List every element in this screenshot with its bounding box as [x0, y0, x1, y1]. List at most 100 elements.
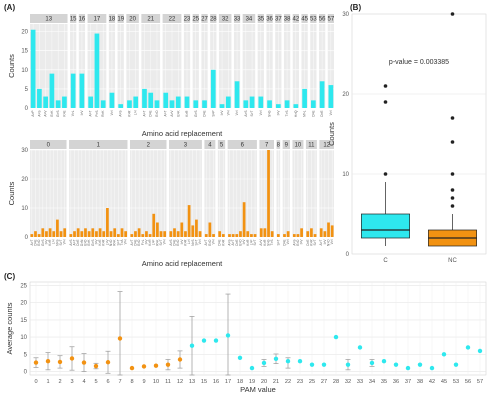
- facet-panel: [242, 24, 256, 108]
- point-pam-23: [297, 359, 303, 364]
- point-pam-22: [285, 359, 291, 364]
- facet-strip-label: 5: [220, 143, 224, 149]
- bar-13-A>V: [43, 96, 48, 108]
- x-tick-label: K>R: [263, 239, 267, 246]
- bar-25-G>S: [193, 100, 199, 108]
- y-tick-label: 0: [346, 252, 350, 258]
- facet-strip: [169, 140, 202, 149]
- facet-panel: [217, 150, 226, 237]
- y-tick-label: 25: [20, 283, 27, 289]
- outlier-NC: [450, 204, 455, 208]
- x-tick-label: T>S: [270, 240, 274, 246]
- point-pam-12: [177, 357, 183, 362]
- bar-2-L>F: [152, 213, 156, 237]
- bar-3-A>S: [169, 231, 173, 237]
- bar-3-D>E: [173, 228, 176, 237]
- bar-1-R>K: [113, 228, 117, 237]
- x-tick-label: L>F: [152, 239, 156, 245]
- facet-strip: [292, 140, 304, 149]
- bar-0-D>E: [34, 231, 37, 237]
- x-tick-label: 53: [453, 379, 459, 385]
- bar-6-A>T: [231, 234, 235, 237]
- x-tick-label: V>I: [259, 110, 263, 115]
- facet-strip: [292, 14, 299, 23]
- facet-strip: [318, 14, 326, 23]
- x-tick-label: A>T: [73, 239, 77, 245]
- x-tick-label: R>K: [113, 239, 117, 246]
- bar-1-E>D: [84, 228, 87, 237]
- x-tick-label: V>I: [198, 239, 202, 244]
- x-tick-label: A>T: [30, 239, 34, 245]
- x-tick-label: 37: [405, 379, 411, 385]
- facet-strip-label: 37: [275, 17, 282, 23]
- bar-2-K>R: [148, 234, 152, 237]
- facet-strip-label: 8: [277, 143, 281, 149]
- x-tick-label: V>I: [110, 110, 114, 115]
- x-tick-label: 19: [249, 379, 255, 385]
- bar-3-E>D: [176, 231, 180, 237]
- bar-6-K>R: [246, 231, 250, 237]
- facet-strip: [204, 140, 216, 149]
- facet-strip: [183, 14, 191, 23]
- bar-4-V>I: [212, 234, 215, 237]
- x-tick-label: D>E: [149, 111, 153, 117]
- point-pam-16: [213, 338, 219, 343]
- facet-strip: [70, 14, 77, 23]
- x-tick-label: 4: [82, 379, 85, 385]
- x-tick-label: I>V: [323, 239, 327, 245]
- x-tick-label: V>I: [226, 110, 230, 115]
- facet-strip-label: 53: [310, 17, 317, 23]
- facet-strip-label: 7: [265, 143, 269, 149]
- bar-9-V>I: [286, 231, 290, 237]
- plot-area: [29, 281, 487, 376]
- bar-56-D>E: [319, 81, 325, 108]
- x-tick-label: K>R: [309, 239, 313, 246]
- x-tick-label: 38: [417, 379, 423, 385]
- panel-label-B: (B): [350, 3, 361, 12]
- x-tick-label: 20: [261, 379, 267, 385]
- facet-strip-label: 10: [295, 143, 302, 149]
- x-tick-label: K>R: [102, 239, 106, 246]
- x-tick-label: L>I: [187, 239, 191, 244]
- bar-3-V>I: [198, 231, 202, 237]
- facet-strip: [162, 14, 182, 23]
- facet-strip-label: 2: [147, 143, 151, 149]
- point-pam-15: [201, 338, 207, 343]
- point-pam-18: [237, 355, 243, 360]
- point-pam-38: [417, 362, 423, 367]
- x-tick-label: A>V: [259, 239, 263, 246]
- point-pam-6: [105, 360, 111, 365]
- x-tick-label: 21: [273, 379, 279, 385]
- x-tick-label: K>E: [98, 240, 102, 246]
- x-tick-label: K>R: [148, 239, 152, 246]
- panel-label-C: (C): [4, 272, 15, 281]
- x-tick-label: A>T: [204, 239, 208, 245]
- bar-3-I>V: [180, 222, 184, 237]
- facet-strip-label: 19: [117, 17, 124, 23]
- x-tick-label: A>S: [119, 111, 123, 117]
- bar-2-R>K: [156, 222, 159, 237]
- x-tick-label: 10: [153, 379, 159, 385]
- facet-strip-label: 34: [246, 17, 253, 23]
- x-tick-label: S>T: [59, 239, 63, 245]
- x-tick-label: D>E: [133, 240, 137, 246]
- bar-12-V>I: [330, 225, 334, 237]
- x-tick-label: R>K: [155, 239, 159, 246]
- x-tick-label: L>F: [249, 239, 253, 245]
- bar-21-D>E: [148, 92, 154, 108]
- y-axis-title: Counts: [7, 54, 16, 78]
- bar-18-V>I: [109, 92, 115, 108]
- x-tick-label: 33: [357, 379, 363, 385]
- y-tick-label: 0: [25, 235, 29, 241]
- x-tick-label: A>T: [319, 239, 323, 245]
- x-tick-label: K>R: [48, 239, 52, 246]
- point-pam-5: [93, 363, 99, 369]
- bar-1-N>D: [109, 231, 113, 237]
- x-tick-label: 1: [46, 379, 49, 385]
- x-tick-label: A>S: [227, 240, 231, 246]
- x-tick-label: K>R: [246, 239, 250, 246]
- facet-panel: [30, 24, 68, 108]
- y-tick-label: 10: [21, 206, 28, 212]
- x-tick-label: S>T: [116, 239, 120, 245]
- x-tick-label: I>V: [180, 239, 184, 245]
